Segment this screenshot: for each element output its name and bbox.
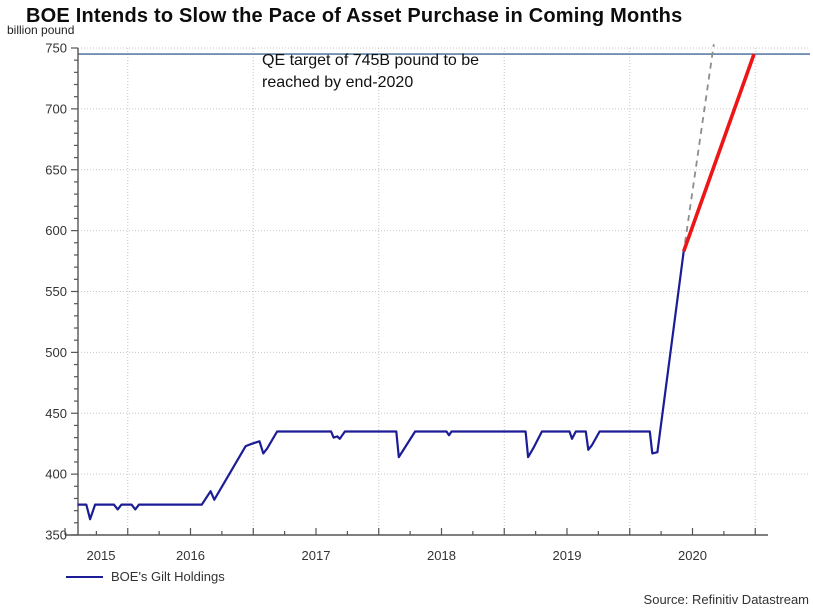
- x-tick-label-2016: 2016: [176, 548, 205, 563]
- y-tick-label-550: 550: [45, 284, 67, 299]
- y-tick-label-650: 650: [45, 162, 67, 177]
- y-tick-label-700: 700: [45, 101, 67, 116]
- source-attribution: Source: Refinitiv Datastream: [643, 592, 809, 607]
- series-gilt-holdings: [77, 251, 685, 521]
- x-tick-label-2015: 2015: [87, 548, 116, 563]
- y-axis-unit-label: billion pound: [7, 23, 75, 37]
- series-projection-to-target: [682, 53, 756, 252]
- target-annotation: QE target of 745B pound to be reached by…: [262, 50, 479, 94]
- y-tick-label-500: 500: [45, 345, 67, 360]
- legend-line-sample: [66, 575, 103, 578]
- y-tick-label-450: 450: [45, 406, 67, 421]
- target-annotation-line1: QE target of 745B pound to be: [262, 52, 480, 69]
- y-tick-label-600: 600: [45, 223, 67, 238]
- legend: BOE's Gilt Holdings: [66, 569, 225, 584]
- chart-title: BOE Intends to Slow the Pace of Asset Pu…: [26, 5, 683, 27]
- x-tick-label-2017: 2017: [302, 548, 331, 563]
- y-tick-label-750: 750: [45, 41, 67, 56]
- y-tick-label-400: 400: [45, 467, 67, 482]
- x-tick-label-2019: 2019: [553, 548, 582, 563]
- y-tick-label-350: 350: [45, 528, 67, 543]
- target-annotation-line2: reached by end-2020: [262, 74, 414, 91]
- x-tick-label-2020: 2020: [678, 548, 707, 563]
- legend-label: BOE's Gilt Holdings: [111, 569, 225, 584]
- series-previous-pace: [684, 44, 715, 243]
- x-tick-label-2018: 2018: [427, 548, 456, 563]
